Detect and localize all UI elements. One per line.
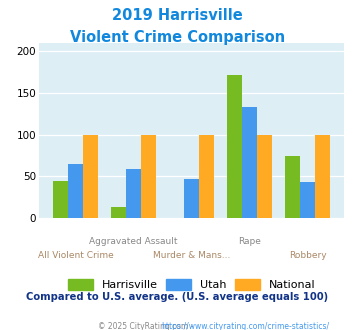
Bar	[315, 135, 331, 218]
Bar	[141, 135, 156, 218]
Bar	[53, 181, 68, 218]
Bar	[242, 107, 257, 218]
Bar	[83, 135, 98, 218]
Text: Robbery: Robbery	[289, 251, 327, 260]
Bar	[227, 75, 242, 218]
Text: Murder & Mans...: Murder & Mans...	[153, 251, 230, 260]
Legend: Harrisville, Utah, National: Harrisville, Utah, National	[64, 275, 320, 294]
Bar	[300, 182, 315, 218]
Bar	[126, 170, 141, 218]
Text: Compared to U.S. average. (U.S. average equals 100): Compared to U.S. average. (U.S. average …	[26, 292, 329, 302]
Text: Rape: Rape	[238, 237, 261, 246]
Bar	[199, 135, 214, 218]
Text: Violent Crime Comparison: Violent Crime Comparison	[70, 30, 285, 45]
Text: 2019 Harrisville: 2019 Harrisville	[112, 8, 243, 23]
Text: https://www.cityrating.com/crime-statistics/: https://www.cityrating.com/crime-statist…	[162, 322, 330, 330]
Bar	[184, 179, 199, 218]
Text: All Violent Crime: All Violent Crime	[38, 251, 114, 260]
Bar	[285, 156, 300, 218]
Text: © 2025 CityRating.com -: © 2025 CityRating.com -	[98, 322, 195, 330]
Bar	[111, 207, 126, 218]
Bar	[257, 135, 272, 218]
Text: Aggravated Assault: Aggravated Assault	[89, 237, 178, 246]
Bar	[68, 164, 83, 218]
